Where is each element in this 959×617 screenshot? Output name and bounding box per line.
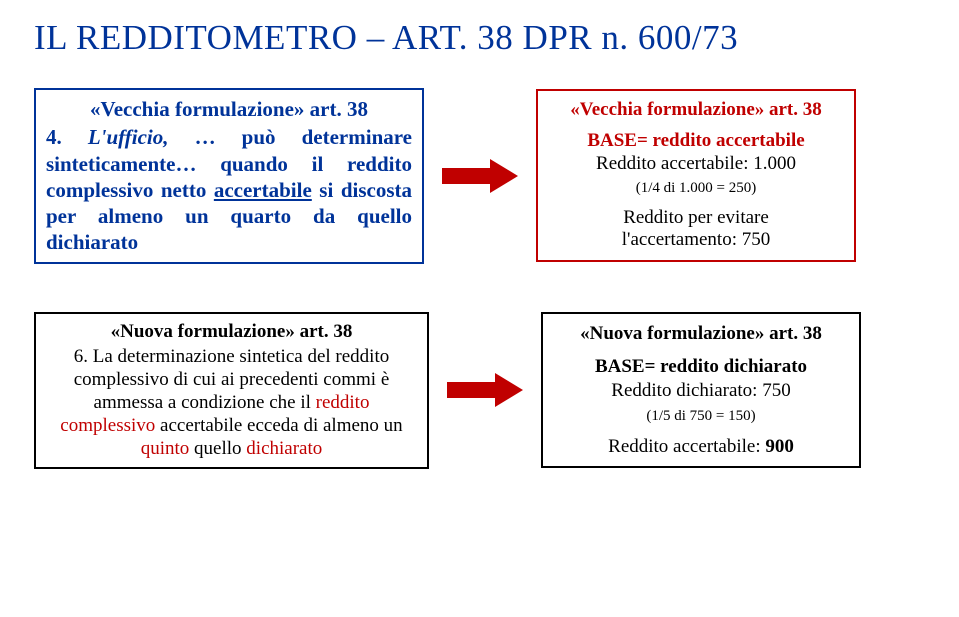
content-rows: «Vecchia formulazione» art. 38 4. L'uffi… (34, 88, 925, 469)
old-left-underlined: accertabile (214, 178, 312, 202)
old-right-line3a: Reddito per evitare (623, 207, 769, 228)
new-right-line3-bold: 900 (765, 436, 794, 457)
box-old-left: «Vecchia formulazione» art. 38 4. L'uffi… (34, 88, 424, 264)
new-left-body: 6. La determinazione sintetica del reddi… (60, 346, 402, 460)
new-right-heading: «Nuova formulazione» art. 38 (553, 322, 849, 346)
old-left-prefix: 4. (46, 125, 88, 149)
arrow-icon (447, 373, 523, 407)
old-right-block1: BASE= reddito accertabile Reddito accert… (548, 130, 844, 198)
new-left-heading: «Nuova formulazione» art. 38 (44, 320, 419, 343)
old-right-line2-small: (1/4 di 1.000 = 250) (636, 180, 757, 196)
new-right-line3-pre: Reddito accertabile: (608, 436, 765, 457)
new-right-line2: Reddito dichiarato: 750 (611, 380, 790, 401)
new-left-red2: quinto (141, 438, 190, 459)
old-left-italic: L'ufficio, (88, 125, 169, 149)
new-right-block1: BASE= reddito dichiarato Reddito dichiar… (553, 355, 849, 426)
old-right-line3b: l'accertamento: 750 (622, 229, 771, 250)
old-right-line2: Reddito accertabile: 1.000 (596, 153, 796, 174)
new-right-block2: Reddito accertabile: 900 (608, 436, 794, 457)
new-right-base: BASE= reddito dichiarato (595, 356, 807, 377)
old-right-block2: Reddito per evitare l'accertamento: 750 (548, 207, 844, 253)
old-right-base: BASE= reddito accertabile (587, 130, 804, 151)
box-old-right: «Vecchia formulazione» art. 38 BASE= red… (536, 89, 856, 262)
new-right-line2-small: (1/5 di 750 = 150) (646, 408, 755, 424)
old-right-heading: «Vecchia formulazione» art. 38 (548, 99, 844, 122)
old-left-heading: «Vecchia formulazione» art. 38 (46, 96, 412, 122)
new-left-tail: quello (189, 438, 246, 459)
row-old-formulation: «Vecchia formulazione» art. 38 4. L'uffi… (34, 88, 925, 264)
box-new-right: «Nuova formulazione» art. 38 BASE= reddi… (541, 312, 861, 469)
old-left-body: 4. L'ufficio, … può determinare sintetic… (46, 124, 412, 255)
row-new-formulation: «Nuova formulazione» art. 38 6. La deter… (34, 312, 925, 469)
page-title: IL REDDITOMETRO – ART. 38 DPR n. 600/73 (34, 18, 925, 58)
box-new-left: «Nuova formulazione» art. 38 6. La deter… (34, 312, 429, 469)
new-left-red3: dichiarato (246, 438, 322, 459)
arrow-icon (442, 159, 518, 193)
new-left-mid: accertabile ecceda di almeno un (155, 415, 402, 436)
